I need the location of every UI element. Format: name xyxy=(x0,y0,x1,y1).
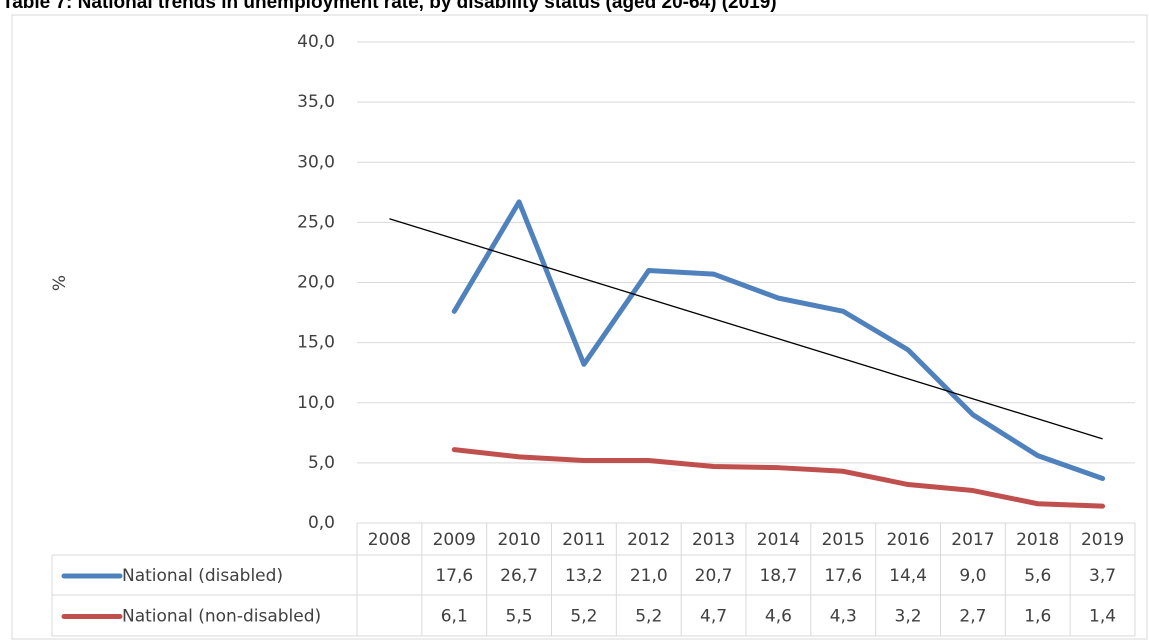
table-value: 4,6 xyxy=(765,607,792,627)
table-value: 5,5 xyxy=(506,607,533,627)
x-tick-label: 2010 xyxy=(497,530,540,550)
series-line xyxy=(451,447,1106,509)
table-value: 5,2 xyxy=(635,607,662,627)
table-value: 21,0 xyxy=(630,566,668,586)
y-tick-label: 5,0 xyxy=(308,453,335,473)
table-value: 26,7 xyxy=(500,566,538,586)
x-tick-label: 2008 xyxy=(368,530,411,550)
table-value: 4,7 xyxy=(700,607,727,627)
chart-title: Table 7: National trends in unemployment… xyxy=(2,0,777,13)
y-tick-label: 0,0 xyxy=(308,513,335,533)
y-tick-label: 35,0 xyxy=(297,92,335,112)
x-tick-label: 2011 xyxy=(562,530,605,550)
x-tick-label: 2016 xyxy=(886,530,929,550)
x-tick-label: 2009 xyxy=(433,530,476,550)
legend-label: National (non-disabled) xyxy=(122,607,321,627)
y-tick-label: 25,0 xyxy=(297,212,335,232)
table-value: 14,4 xyxy=(889,566,927,586)
y-tick-label: 10,0 xyxy=(297,393,335,413)
table-value: 18,7 xyxy=(759,566,797,586)
table-value: 17,6 xyxy=(435,566,473,586)
table-value: 1,6 xyxy=(1024,607,1051,627)
table-value: 1,4 xyxy=(1089,607,1116,627)
x-tick-label: 2015 xyxy=(822,530,865,550)
table-value: 6,1 xyxy=(441,607,468,627)
x-tick-label: 2018 xyxy=(1016,530,1059,550)
table-value: 4,3 xyxy=(830,607,857,627)
table-value: 17,6 xyxy=(824,566,862,586)
y-tick-label: 30,0 xyxy=(297,152,335,172)
table-value: 3,7 xyxy=(1089,566,1116,586)
table-value: 9,0 xyxy=(959,566,986,586)
chart-border xyxy=(11,14,1148,640)
table-value: 5,2 xyxy=(570,607,597,627)
x-tick-label: 2014 xyxy=(757,530,800,550)
y-tick-label: 15,0 xyxy=(297,333,335,353)
table-value: 13,2 xyxy=(565,566,603,586)
x-tick-label: 2019 xyxy=(1081,530,1124,550)
x-tick-label: 2012 xyxy=(627,530,670,550)
table-value: 2,7 xyxy=(959,607,986,627)
x-tick-label: 2017 xyxy=(951,530,994,550)
y-tick-label: 20,0 xyxy=(297,273,335,293)
trendline xyxy=(389,218,1103,440)
x-tick-label: 2013 xyxy=(692,530,735,550)
legend-label: National (disabled) xyxy=(122,566,283,586)
y-tick-label: 40,0 xyxy=(297,32,335,52)
y-axis-label: % xyxy=(50,275,70,291)
table-value: 5,6 xyxy=(1024,566,1051,586)
table-value: 20,7 xyxy=(695,566,733,586)
series-line xyxy=(451,199,1106,482)
table-value: 3,2 xyxy=(895,607,922,627)
